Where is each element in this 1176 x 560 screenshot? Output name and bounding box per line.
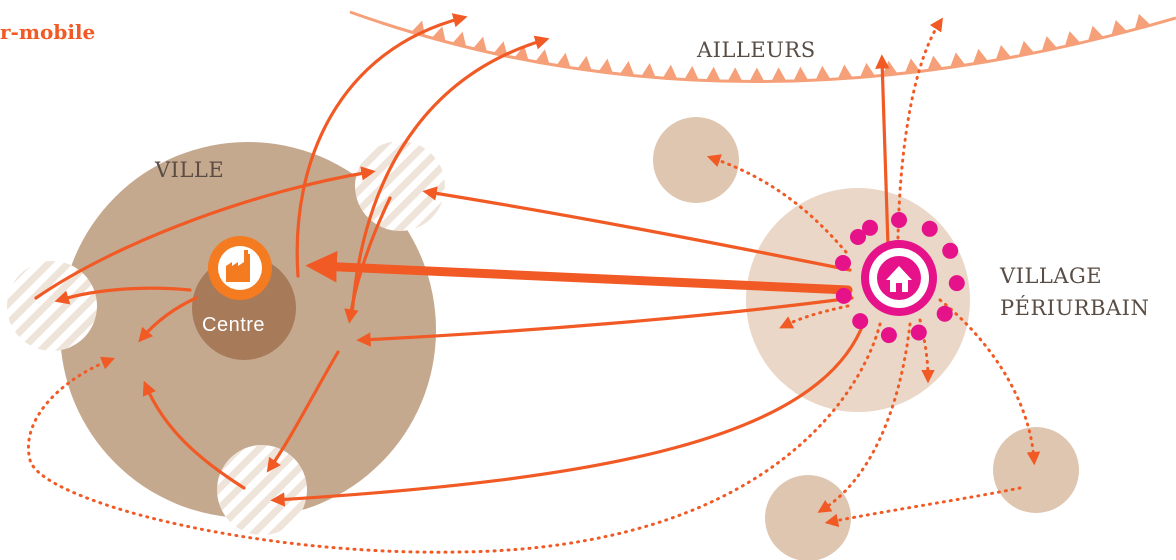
arrow-ville-to-hatched-bottom [266,350,340,473]
ailleurs-tooth [771,67,787,82]
village-circle [746,188,970,412]
ailleurs-tooth [705,66,721,82]
home-dot [942,242,959,259]
ailleurs-tooth [598,58,614,74]
home-dot [852,313,869,330]
home-dot [891,212,907,228]
dotted-to-satellite-right [938,298,1041,466]
ailleurs-tooth [882,60,898,76]
home-dot [835,287,852,304]
satellite-circle-bottom [765,475,851,560]
village-label-line1: VILLAGE [1000,264,1103,288]
ailleurs-tooth [972,48,989,64]
ailleurs-tooth [1111,19,1128,36]
dotted-to-village-edge [779,304,850,329]
ailleurs-tooth [472,36,487,52]
arrow-village-to-ville [356,296,854,347]
dotted-satellite-right-to-bottom [824,486,1022,528]
home-dot [921,220,938,237]
diagram-title: r-mobile [0,20,96,44]
ailleurs-tooth [995,44,1012,61]
village-label-line2: PÉRIURBAIN [1000,296,1150,320]
arrow-hatched-bottom-to-ville [142,380,246,490]
ailleurs-tooth [904,58,921,74]
dotted-arrows [27,17,1041,554]
arrow-village-to-ailleurs [875,54,890,248]
ailleurs-tooth [431,26,446,42]
hatched-circle-top [355,141,445,231]
arrow-village-to-centre-main [305,250,853,295]
dotted-to-ailleurs [896,17,943,240]
ailleurs-tooth [1087,25,1104,42]
home-icon [861,240,937,316]
home-dot [910,324,927,341]
arrow-ville-to-ailleurs [350,35,550,318]
ailleurs-tooth [556,52,571,68]
ailleurs-band [349,10,1176,83]
home-dots [835,212,965,344]
ville-label: VILLE [155,158,225,182]
ailleurs-tooth [452,31,467,47]
ailleurs-tooth [1018,40,1035,56]
ailleurs-tooth [577,55,592,71]
ailleurs-tooth [1064,31,1081,47]
ailleurs-tooth [950,52,966,68]
arrow-village-to-hatched-bottom [270,320,866,507]
hatched-circle-bottom [217,445,307,535]
home-dot [850,229,866,245]
home-dot [862,219,878,236]
ailleurs-tooth [1134,13,1151,30]
ailleurs-tooth [859,62,876,78]
ailleurs-tooth [815,65,831,81]
arrow-centre-to-ville-small [138,296,198,343]
hatched-circle-left [7,261,97,351]
ailleurs-tooth [727,67,743,82]
ailleurs-teeth [411,13,1151,82]
ailleurs-tooth [619,60,635,76]
factory-icon [208,236,272,300]
ailleurs-tooth [749,67,765,82]
arrow-hatched-left-to-top [34,166,376,300]
arrow-centre-to-ailleurs [295,13,468,278]
satellite-circle-right [993,427,1079,513]
ailleurs-tooth [684,65,699,81]
ailleurs-tooth [927,55,943,71]
home-dot [880,327,897,344]
ailleurs-tooth [793,66,809,81]
dotted-loop-to-ville [27,322,882,554]
solid-arrows [34,13,890,507]
ailleurs-tooth [493,41,508,57]
dotted-to-satellite-bottom [817,322,912,513]
satellite-circle-top [653,117,739,203]
home-dot [948,275,965,292]
centre-label: Centre [202,314,266,336]
ailleurs-tooth [641,62,656,78]
home-dot [936,305,953,322]
arrow-village-to-hatched-top [422,186,852,272]
arrow-centre-to-hatched-left [54,286,192,305]
home-dot [835,255,851,271]
ailleurs-tooth [535,49,550,65]
ailleurs-label: AILLEURS [697,38,816,62]
ailleurs-tooth [514,45,529,61]
ailleurs-tooth [1041,36,1058,52]
arrow-hatched-top-to-ville [344,196,392,324]
ailleurs-tooth [662,64,678,80]
dotted-short-down [918,318,935,384]
ailleurs-tooth [837,64,853,79]
